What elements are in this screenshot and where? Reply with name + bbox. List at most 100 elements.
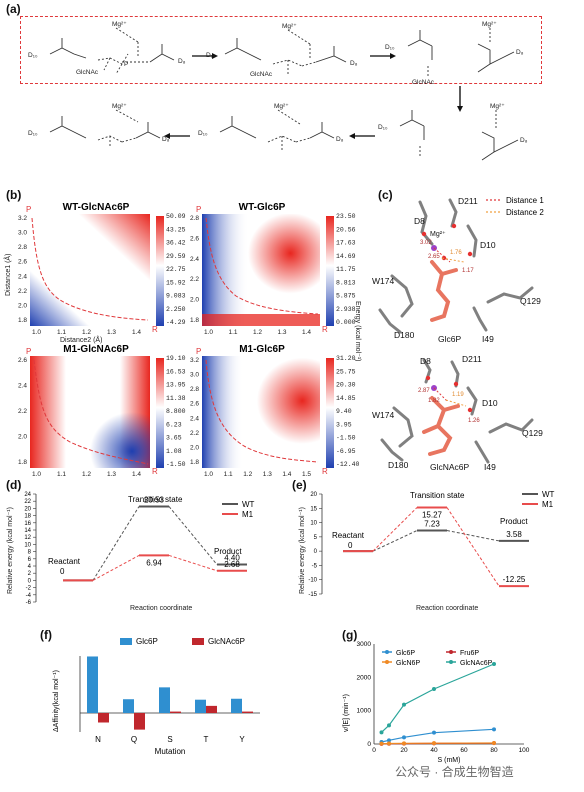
svg-text:Mg²⁺: Mg²⁺: [274, 103, 289, 110]
colorbar-tick: 43.25: [166, 226, 186, 233]
glcnac6p-point: [387, 723, 391, 728]
heatmap-ytick: 2.2: [190, 276, 199, 283]
svg-text:Mg²⁺: Mg²⁺: [282, 23, 297, 30]
heatmap-ytick: 2.4: [18, 273, 27, 280]
wt-value-label: 3.58: [506, 530, 522, 539]
glcn6p-point: [492, 741, 496, 745]
legend-distance-2: Distance 2: [506, 208, 544, 217]
colorbar-tick: 15.92: [166, 279, 186, 286]
energy-profile-d: Relative energy (kcal mol⁻¹) Reaction co…: [7, 492, 255, 612]
heatmap-ytick: 1.8: [190, 459, 199, 466]
f-category-label: N: [95, 735, 101, 744]
glcn6p-point: [387, 741, 391, 746]
svg-text:Q129: Q129: [520, 296, 541, 306]
y-tick-label: 24: [24, 492, 31, 498]
heatmap-ytick: 2.4: [190, 256, 199, 263]
heatmap-ytick: 3.0: [190, 372, 199, 379]
colorbar-tick: 11.75: [336, 266, 356, 273]
heatmap-ytick: 2.6: [18, 259, 27, 266]
glcn6p-curve: [381, 742, 495, 745]
y-tick-label: -2: [26, 586, 32, 592]
glcnac6p-curve: [381, 663, 495, 733]
g-ylabel: v/[E] (min⁻¹): [343, 694, 350, 732]
colorbar-tick: 23.50: [336, 213, 356, 220]
d-xlabel: Reaction coordinate: [130, 605, 192, 612]
mechanism-scheme: D₁₀ D₈ Mg²⁺ GlcNAc P D₁₀ D₈ Mg²⁺ GlcNAc …: [28, 21, 528, 161]
heatmap-3-title: M1-GlcNAc6P: [63, 344, 129, 355]
energy-heatmaps: WT-GlcNAc6P P R 50.09 43.25 36.42 29.59 22.7…: [3, 202, 361, 478]
colorbar-2: [326, 216, 334, 326]
heatmap-xtick: 1.4: [302, 329, 311, 336]
colorbar-tick: 19.10: [166, 355, 186, 362]
heatmap-xtick: 1.0: [204, 329, 213, 336]
colorbar-4: [326, 358, 334, 468]
e-legend-wt: WT: [542, 490, 555, 499]
svg-text:I49: I49: [482, 334, 494, 344]
heatmap-xtick: 1.3: [107, 329, 116, 336]
y-tick-label: -5: [312, 563, 318, 569]
colorbar-tick: 9.40: [336, 408, 352, 415]
m1-connector: [446, 507, 500, 587]
y-tick-label: 0: [28, 578, 32, 584]
colorbar-tick: 20.30: [336, 382, 356, 389]
colorbar-tick: -1.50: [166, 461, 186, 468]
f-category-label: Q: [131, 735, 137, 744]
heatmap-4-path: [205, 359, 319, 463]
heatmap-xtick: 1.4: [132, 329, 141, 336]
heatmap-2-cblabel: Energy (kcal mol⁻¹): [354, 301, 361, 361]
svg-text:GlcNAc6P: GlcNAc6P: [430, 462, 470, 472]
colorbar-tick: 3.95: [336, 421, 352, 428]
svg-text:Mg²⁺: Mg²⁺: [482, 21, 497, 28]
y-tick-label: -15: [308, 592, 317, 598]
heatmap-xtick: 1.3: [107, 471, 116, 478]
f-xlabel: Mutation: [155, 747, 186, 756]
colorbar-tick: 31.20: [336, 355, 356, 362]
g-ytick: 3000: [357, 641, 372, 648]
y-tick-label: 10: [24, 542, 31, 548]
m1-connector: [372, 507, 418, 552]
svg-text:D10: D10: [480, 240, 496, 250]
m1-connector: [92, 554, 140, 581]
g-legend-label: GlcNAc6P: [460, 660, 493, 667]
heatmap-ytick: 1.8: [190, 317, 199, 324]
atom-p: P: [124, 61, 128, 68]
y-tick-label: 12: [24, 535, 31, 541]
affinity-bar-chart: N Q S T Y Mutation ΔAffinity(kcal mol⁻¹) Glc6P G…: [53, 637, 260, 756]
g-xtick: 40: [430, 747, 438, 754]
energy-profile-e: Relative energy (kcal mol⁻¹) Reaction co…: [299, 490, 555, 612]
colorbar-tick: 11.38: [166, 395, 186, 402]
heatmap-ytick: 2.0: [190, 297, 199, 304]
heatmap-xtick: 1.1: [229, 329, 238, 336]
glcnac6p-bar: [98, 713, 109, 723]
svg-text:Mg²⁺: Mg²⁺: [112, 103, 127, 110]
glcnac6p-bar: [242, 711, 253, 713]
heatmap-ytick: 3.2: [18, 215, 27, 222]
heatmap-ytick: 3.2: [190, 357, 199, 364]
svg-text:D211: D211: [458, 196, 478, 206]
glcnac6p-point: [402, 702, 406, 707]
svg-text:R: R: [322, 467, 328, 476]
glcnac6p-point: [432, 687, 436, 691]
d-product-label: Product: [214, 547, 242, 556]
glc6p-point: [432, 730, 436, 735]
glcn6p-point: [379, 741, 384, 746]
heatmap-ytick: 2.2: [18, 408, 27, 415]
e-reactant-value: 0: [348, 541, 353, 550]
kinetics-chart: 0 1000 2000 3000 0 20 40 60 80 100 S (mM) v/[E] (mi…: [343, 641, 530, 764]
colorbar-1: [156, 216, 164, 326]
glc6p-point: [402, 735, 406, 740]
glc6p-point: [492, 727, 496, 732]
colorbar-tick: 14.69: [336, 253, 356, 260]
heatmap-xtick: 1.1: [57, 471, 66, 478]
svg-text:GlcNAc: GlcNAc: [412, 79, 435, 86]
heatmap-ytick: 2.8: [190, 215, 199, 222]
m1-connector: [168, 554, 218, 572]
wt-connector: [372, 530, 418, 552]
heatmap-xtick: 1.5: [302, 471, 311, 478]
f-category-label: Y: [239, 735, 245, 744]
heatmap-2-title: WT-Glc6P: [239, 202, 286, 213]
heatmap-1: [30, 214, 150, 326]
heatmap-3-path: [33, 359, 149, 465]
svg-text:D₁₀: D₁₀: [385, 44, 395, 51]
d-reactant-label: Reactant: [48, 557, 81, 566]
